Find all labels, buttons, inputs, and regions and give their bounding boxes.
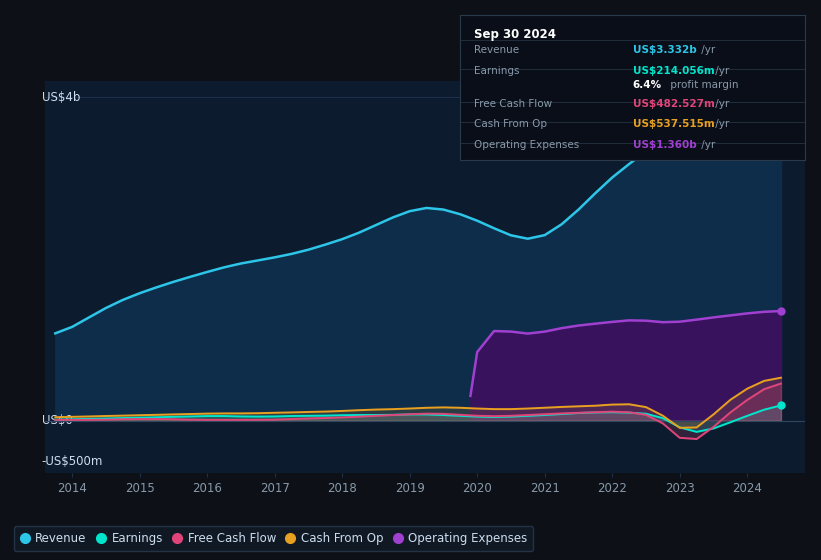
Text: Free Cash Flow: Free Cash Flow [474,99,552,109]
Text: US$214.056m: US$214.056m [632,66,714,76]
Text: /yr: /yr [712,99,729,109]
Text: /yr: /yr [698,45,715,55]
Text: Revenue: Revenue [474,45,519,55]
Text: US$4b: US$4b [42,91,80,104]
Text: Operating Expenses: Operating Expenses [474,139,579,150]
Text: profit margin: profit margin [667,80,739,90]
Text: /yr: /yr [712,66,729,76]
Text: -US$500m: -US$500m [42,455,103,468]
Text: US$1.360b: US$1.360b [632,139,696,150]
Text: Cash From Op: Cash From Op [474,119,547,129]
Text: US$482.527m: US$482.527m [632,99,714,109]
Text: Sep 30 2024: Sep 30 2024 [474,28,556,41]
Text: US$0: US$0 [42,414,72,427]
Text: /yr: /yr [712,119,729,129]
Text: /yr: /yr [698,139,715,150]
Text: US$537.515m: US$537.515m [632,119,714,129]
Text: Earnings: Earnings [474,66,520,76]
Legend: Revenue, Earnings, Free Cash Flow, Cash From Op, Operating Expenses: Revenue, Earnings, Free Cash Flow, Cash … [14,526,534,551]
Text: 6.4%: 6.4% [632,80,662,90]
Text: US$3.332b: US$3.332b [632,45,696,55]
